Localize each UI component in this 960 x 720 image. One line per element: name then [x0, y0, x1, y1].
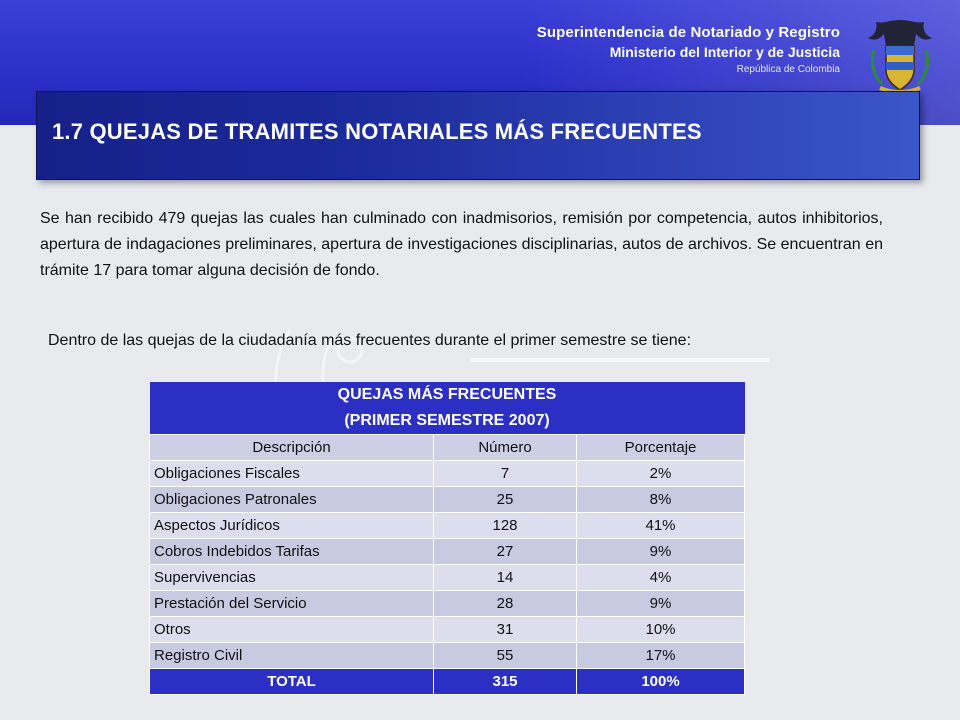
row-percent: 17% — [575, 642, 746, 669]
column-header-description: Descripción — [149, 434, 434, 461]
country-line: República de Colombia — [736, 64, 840, 75]
row-percent: 4% — [575, 564, 746, 591]
total-number: 315 — [433, 668, 577, 695]
row-description: Aspectos Jurídicos — [149, 512, 434, 539]
row-number: 55 — [433, 642, 577, 669]
row-number: 28 — [433, 590, 577, 617]
row-percent: 8% — [575, 486, 746, 513]
table-title-line1: QUEJAS MÁS FRECUENTES — [149, 382, 745, 408]
org-name-line: Superintendencia de Notariado y Registro — [536, 24, 840, 41]
table-row: Cobros Indebidos Tarifas 27 9% — [149, 538, 746, 565]
table-row: Supervivencias 14 4% — [149, 564, 746, 591]
row-percent: 2% — [575, 460, 746, 487]
table-subtitle-row: (PRIMER SEMESTRE 2007) — [149, 408, 745, 435]
row-description: Prestación del Servicio — [149, 590, 434, 617]
column-header-number: Número — [433, 434, 577, 461]
row-percent: 41% — [575, 512, 746, 539]
row-number: 7 — [433, 460, 577, 487]
row-description: Obligaciones Patronales — [149, 486, 434, 513]
row-description: Obligaciones Fiscales — [149, 460, 434, 487]
table-total-row: TOTAL 315 100% — [149, 668, 746, 695]
total-percent: 100% — [575, 668, 746, 695]
row-description: Otros — [149, 616, 434, 643]
row-percent: 9% — [575, 538, 746, 565]
row-description: Registro Civil — [149, 642, 434, 669]
table-intro-paragraph: Dentro de las quejas de la ciudadanía má… — [48, 332, 692, 349]
row-description: Cobros Indebidos Tarifas — [149, 538, 434, 565]
table-title-line2: (PRIMER SEMESTRE 2007) — [149, 408, 745, 435]
title-bar: 1.7 QUEJAS DE TRAMITES NOTARIALES MÁS FR… — [36, 91, 920, 180]
slide-title: 1.7 QUEJAS DE TRAMITES NOTARIALES MÁS FR… — [52, 119, 702, 144]
row-percent: 10% — [575, 616, 746, 643]
column-header-percent: Porcentaje — [575, 434, 746, 461]
table-row: Otros 31 10% — [149, 616, 746, 643]
column-header-row: Descripción Número Porcentaje — [149, 434, 746, 461]
row-percent: 9% — [575, 590, 746, 617]
complaints-table: QUEJAS MÁS FRECUENTES (PRIMER SEMESTRE 2… — [149, 382, 746, 695]
organization-name: Superintendencia de Notariado y Registro… — [537, 24, 840, 75]
table-row: Registro Civil 55 17% — [149, 642, 746, 669]
row-number: 27 — [433, 538, 577, 565]
row-number: 25 — [433, 486, 577, 513]
row-number: 128 — [433, 512, 577, 539]
row-description: Supervivencias — [149, 564, 434, 591]
row-number: 14 — [433, 564, 577, 591]
row-number: 31 — [433, 616, 577, 643]
table-title-row: QUEJAS MÁS FRECUENTES — [149, 382, 745, 408]
colombia-coat-of-arms-icon — [868, 20, 932, 94]
intro-paragraph: Se han recibido 479 quejas las cuales ha… — [40, 210, 883, 279]
ministry-line: Ministerio del Interior y de Justicia — [609, 44, 840, 60]
table-row: Obligaciones Fiscales 7 2% — [149, 460, 746, 487]
table-row: Prestación del Servicio 28 9% — [149, 590, 746, 617]
table-row: Obligaciones Patronales 25 8% — [149, 486, 746, 513]
total-label: TOTAL — [149, 668, 434, 695]
table-row: Aspectos Jurídicos 128 41% — [149, 512, 746, 539]
